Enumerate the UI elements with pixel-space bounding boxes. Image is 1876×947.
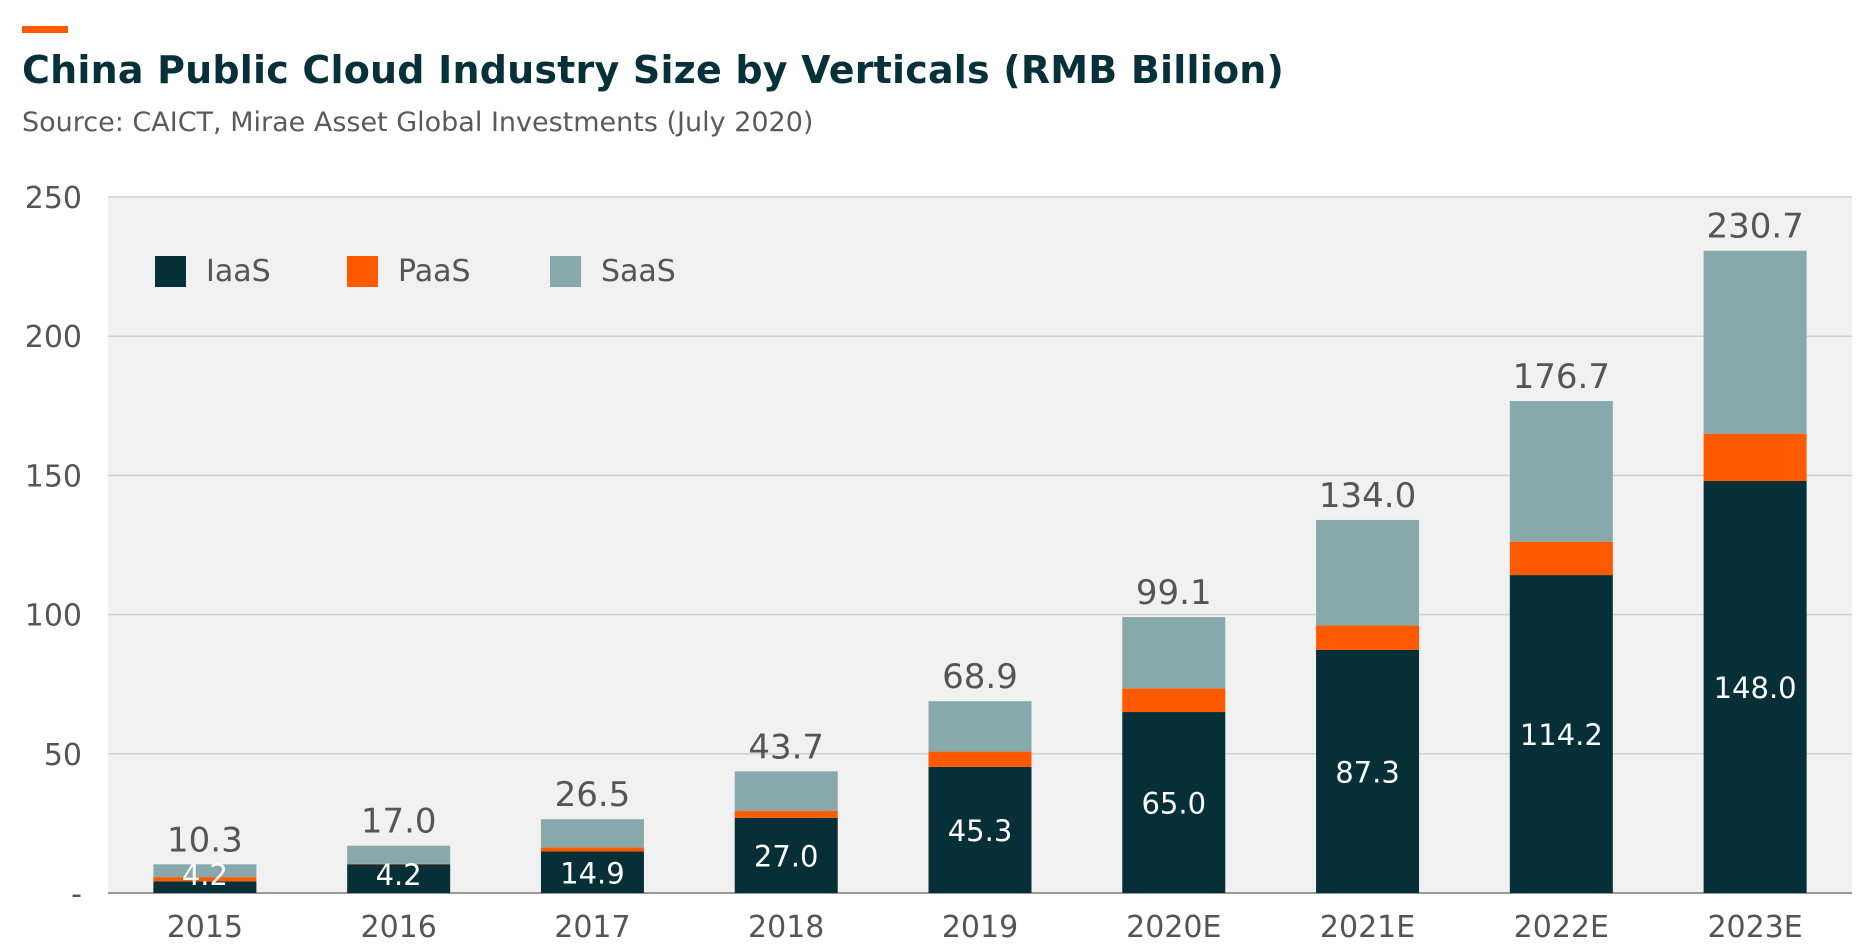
- legend-swatch-saas: [550, 256, 581, 287]
- accent-bar: [22, 26, 68, 33]
- bar-segment-iaas: [540, 851, 644, 893]
- x-tick-label: 2022E: [1514, 910, 1609, 945]
- bar-segment-saas: [1316, 519, 1420, 626]
- bars: 4.210.34.217.014.926.527.043.745.368.965…: [153, 207, 1807, 893]
- chart-source: Source: CAICT, Mirae Asset Global Invest…: [22, 107, 814, 138]
- x-tick-label: 2020E: [1126, 910, 1221, 945]
- y-tick-label: 250: [25, 181, 82, 216]
- bar-segment-paas: [153, 877, 257, 882]
- iaas-data-label: 65.0: [1141, 787, 1206, 821]
- bar-segment-iaas: [153, 881, 257, 893]
- iaas-data-label: 148.0: [1714, 671, 1797, 705]
- bar-segment-paas: [734, 810, 838, 818]
- y-tick-label: 150: [25, 459, 82, 494]
- y-tick-label: 100: [25, 599, 82, 634]
- y-tick-label: 200: [25, 320, 82, 355]
- y-tick-label: -: [71, 877, 82, 912]
- legend: IaaS PaaS SaaS: [155, 254, 676, 289]
- legend-label-iaas: IaaS: [206, 254, 271, 289]
- bar-segment-paas: [1122, 688, 1226, 713]
- total-data-label: 230.7: [1706, 207, 1803, 247]
- y-axis-ticks: - 50 100 150 200 250: [25, 181, 82, 912]
- bar-segment-saas: [1122, 617, 1226, 689]
- bar-segment-saas: [1703, 250, 1807, 434]
- bar-segment-paas: [540, 847, 644, 852]
- bar-segment-iaas: [734, 817, 838, 893]
- total-data-label: 176.7: [1513, 357, 1610, 397]
- bar-segment-saas: [928, 701, 1032, 752]
- iaas-data-label: 4.2: [376, 858, 422, 892]
- bar-segment-iaas: [1509, 575, 1613, 893]
- iaas-data-label: 14.9: [560, 856, 625, 890]
- bar-segment-saas: [153, 864, 257, 878]
- total-data-label: 43.7: [748, 727, 824, 767]
- total-data-label: 17.0: [361, 802, 437, 842]
- bar-segment-saas: [347, 845, 451, 864]
- iaas-data-label: 87.3: [1335, 755, 1400, 789]
- bar-segment-iaas: [1122, 712, 1226, 893]
- iaas-data-label: 4.2: [182, 858, 228, 892]
- legend-label-paas: PaaS: [398, 254, 471, 289]
- legend-swatch-iaas: [155, 256, 186, 287]
- bar-segment-paas: [347, 863, 451, 865]
- total-data-label: 134.0: [1319, 476, 1416, 516]
- legend-swatch-paas: [347, 256, 378, 287]
- bar-segment-paas: [1703, 433, 1807, 481]
- bar-segment-iaas: [347, 864, 451, 893]
- iaas-data-label: 114.2: [1520, 718, 1603, 752]
- y-tick-label: 50: [44, 738, 82, 773]
- iaas-data-label: 27.0: [754, 839, 819, 873]
- bar-segment-iaas: [1703, 480, 1807, 893]
- x-tick-label: 2023E: [1707, 910, 1802, 945]
- chart-title: China Public Cloud Industry Size by Vert…: [22, 48, 1285, 92]
- iaas-data-label: 45.3: [948, 814, 1013, 848]
- bar-segment-saas: [734, 771, 838, 811]
- total-data-label: 68.9: [942, 657, 1018, 697]
- total-data-label: 99.1: [1136, 573, 1212, 613]
- legend-label-saas: SaaS: [601, 254, 676, 289]
- total-data-label: 10.3: [167, 820, 243, 860]
- total-data-label: 26.5: [555, 775, 631, 815]
- x-axis-ticks: 2015 2016 2017 2018 2019 2020E 2021E 2022E 2023E: [167, 910, 1803, 945]
- bar-segment-paas: [928, 751, 1032, 767]
- x-tick-label: 2019: [942, 910, 1018, 945]
- x-tick-label: 2017: [554, 910, 630, 945]
- bar-segment-paas: [1509, 541, 1613, 576]
- x-tick-label: 2021E: [1320, 910, 1415, 945]
- x-tick-label: 2018: [748, 910, 824, 945]
- bar-segment-saas: [1509, 401, 1613, 542]
- x-tick-label: 2015: [167, 910, 243, 945]
- bar-segment-iaas: [1316, 649, 1420, 893]
- bar-segment-saas: [540, 819, 644, 848]
- bar-segment-iaas: [928, 766, 1032, 893]
- bar-segment-paas: [1316, 625, 1420, 650]
- x-tick-label: 2016: [360, 910, 436, 945]
